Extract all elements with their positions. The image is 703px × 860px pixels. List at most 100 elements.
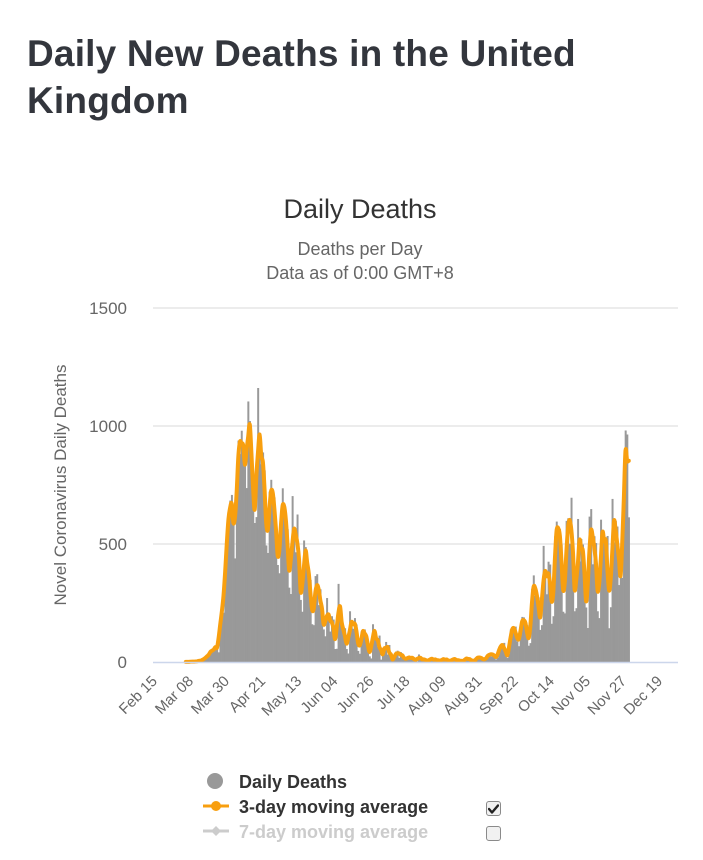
bar[interactable] (327, 613, 330, 662)
bar[interactable] (270, 479, 273, 662)
bar[interactable] (542, 545, 545, 662)
bar[interactable] (306, 563, 309, 662)
bar[interactable] (385, 641, 388, 662)
bar[interactable] (491, 653, 494, 662)
bar[interactable] (271, 501, 274, 662)
bar[interactable] (362, 632, 365, 663)
bar[interactable] (588, 516, 591, 662)
bar[interactable] (216, 641, 219, 662)
bar[interactable] (217, 652, 220, 662)
bar[interactable] (562, 611, 565, 662)
bar[interactable] (399, 652, 402, 662)
bar[interactable] (539, 629, 542, 662)
bar[interactable] (627, 517, 630, 662)
bar[interactable] (511, 628, 514, 662)
bar[interactable] (573, 611, 576, 662)
bar[interactable] (508, 653, 511, 662)
bar[interactable] (301, 611, 304, 662)
bar[interactable] (247, 401, 250, 662)
bar[interactable] (316, 574, 319, 662)
bar[interactable] (291, 496, 294, 662)
bar[interactable] (518, 646, 521, 662)
bar[interactable] (262, 452, 265, 662)
bar[interactable] (242, 445, 245, 662)
bar[interactable] (570, 497, 573, 662)
bar[interactable] (280, 513, 283, 662)
bar[interactable] (624, 430, 627, 662)
bar[interactable] (516, 641, 519, 662)
bar[interactable] (294, 552, 297, 662)
bar[interactable] (314, 576, 317, 662)
bar[interactable] (383, 648, 386, 662)
bar[interactable] (601, 536, 604, 662)
toggle-7day-average-checkbox[interactable] (486, 826, 501, 841)
bar[interactable] (578, 561, 581, 662)
bar[interactable] (298, 563, 301, 662)
bar[interactable] (521, 616, 524, 662)
bar[interactable] (582, 544, 585, 662)
legend-item-7day-average[interactable]: 7-day moving average (203, 822, 428, 842)
daily-deaths-bars[interactable] (184, 388, 630, 663)
bar[interactable] (358, 653, 361, 662)
bar[interactable] (604, 546, 607, 662)
bar[interactable] (322, 629, 325, 662)
bar[interactable] (265, 545, 268, 662)
bar[interactable] (368, 656, 371, 662)
bar[interactable] (613, 542, 616, 662)
bar[interactable] (618, 585, 621, 662)
bar[interactable] (603, 540, 606, 662)
bar[interactable] (352, 628, 355, 662)
bar[interactable] (527, 645, 530, 662)
bar[interactable] (339, 607, 342, 662)
bar[interactable] (340, 628, 343, 662)
bar[interactable] (619, 565, 622, 662)
bar[interactable] (609, 607, 612, 662)
bar[interactable] (206, 657, 209, 662)
bar[interactable] (309, 579, 312, 662)
bar[interactable] (299, 599, 302, 662)
legend-item-3day-average[interactable]: 3-day moving average (203, 797, 428, 817)
bar[interactable] (536, 593, 539, 662)
bar[interactable] (360, 631, 363, 662)
bar[interactable] (529, 643, 532, 662)
bar[interactable] (495, 659, 498, 662)
bar[interactable] (626, 434, 629, 663)
bar[interactable] (381, 654, 384, 662)
bar[interactable] (513, 629, 516, 662)
bar[interactable] (537, 597, 540, 662)
bar[interactable] (255, 517, 258, 662)
bar[interactable] (549, 564, 552, 662)
bar[interactable] (214, 649, 217, 662)
bar[interactable] (550, 623, 553, 662)
bar[interactable] (335, 648, 338, 662)
bar[interactable] (239, 454, 242, 662)
bar[interactable] (312, 625, 315, 662)
bar[interactable] (585, 607, 588, 662)
bar[interactable] (577, 518, 580, 662)
bar[interactable] (345, 649, 348, 662)
bar[interactable] (522, 617, 525, 662)
bar[interactable] (276, 565, 279, 662)
bar[interactable] (580, 539, 583, 662)
bar[interactable] (614, 520, 617, 662)
bar[interactable] (557, 534, 560, 662)
bar[interactable] (240, 430, 243, 662)
bar[interactable] (504, 654, 507, 662)
bar[interactable] (598, 618, 601, 662)
bar[interactable] (319, 589, 322, 662)
bar[interactable] (227, 527, 230, 662)
bar[interactable] (563, 613, 566, 662)
bar[interactable] (545, 594, 548, 662)
bar[interactable] (541, 625, 543, 662)
bar[interactable] (608, 628, 611, 662)
bar[interactable] (575, 608, 578, 662)
bar[interactable] (565, 520, 568, 662)
bar[interactable] (591, 564, 594, 662)
bar[interactable] (324, 636, 327, 662)
bar[interactable] (616, 526, 619, 662)
bar[interactable] (209, 652, 212, 662)
bar[interactable] (596, 611, 599, 662)
bar[interactable] (344, 628, 347, 662)
bar[interactable] (329, 631, 332, 662)
bar[interactable] (386, 654, 389, 662)
